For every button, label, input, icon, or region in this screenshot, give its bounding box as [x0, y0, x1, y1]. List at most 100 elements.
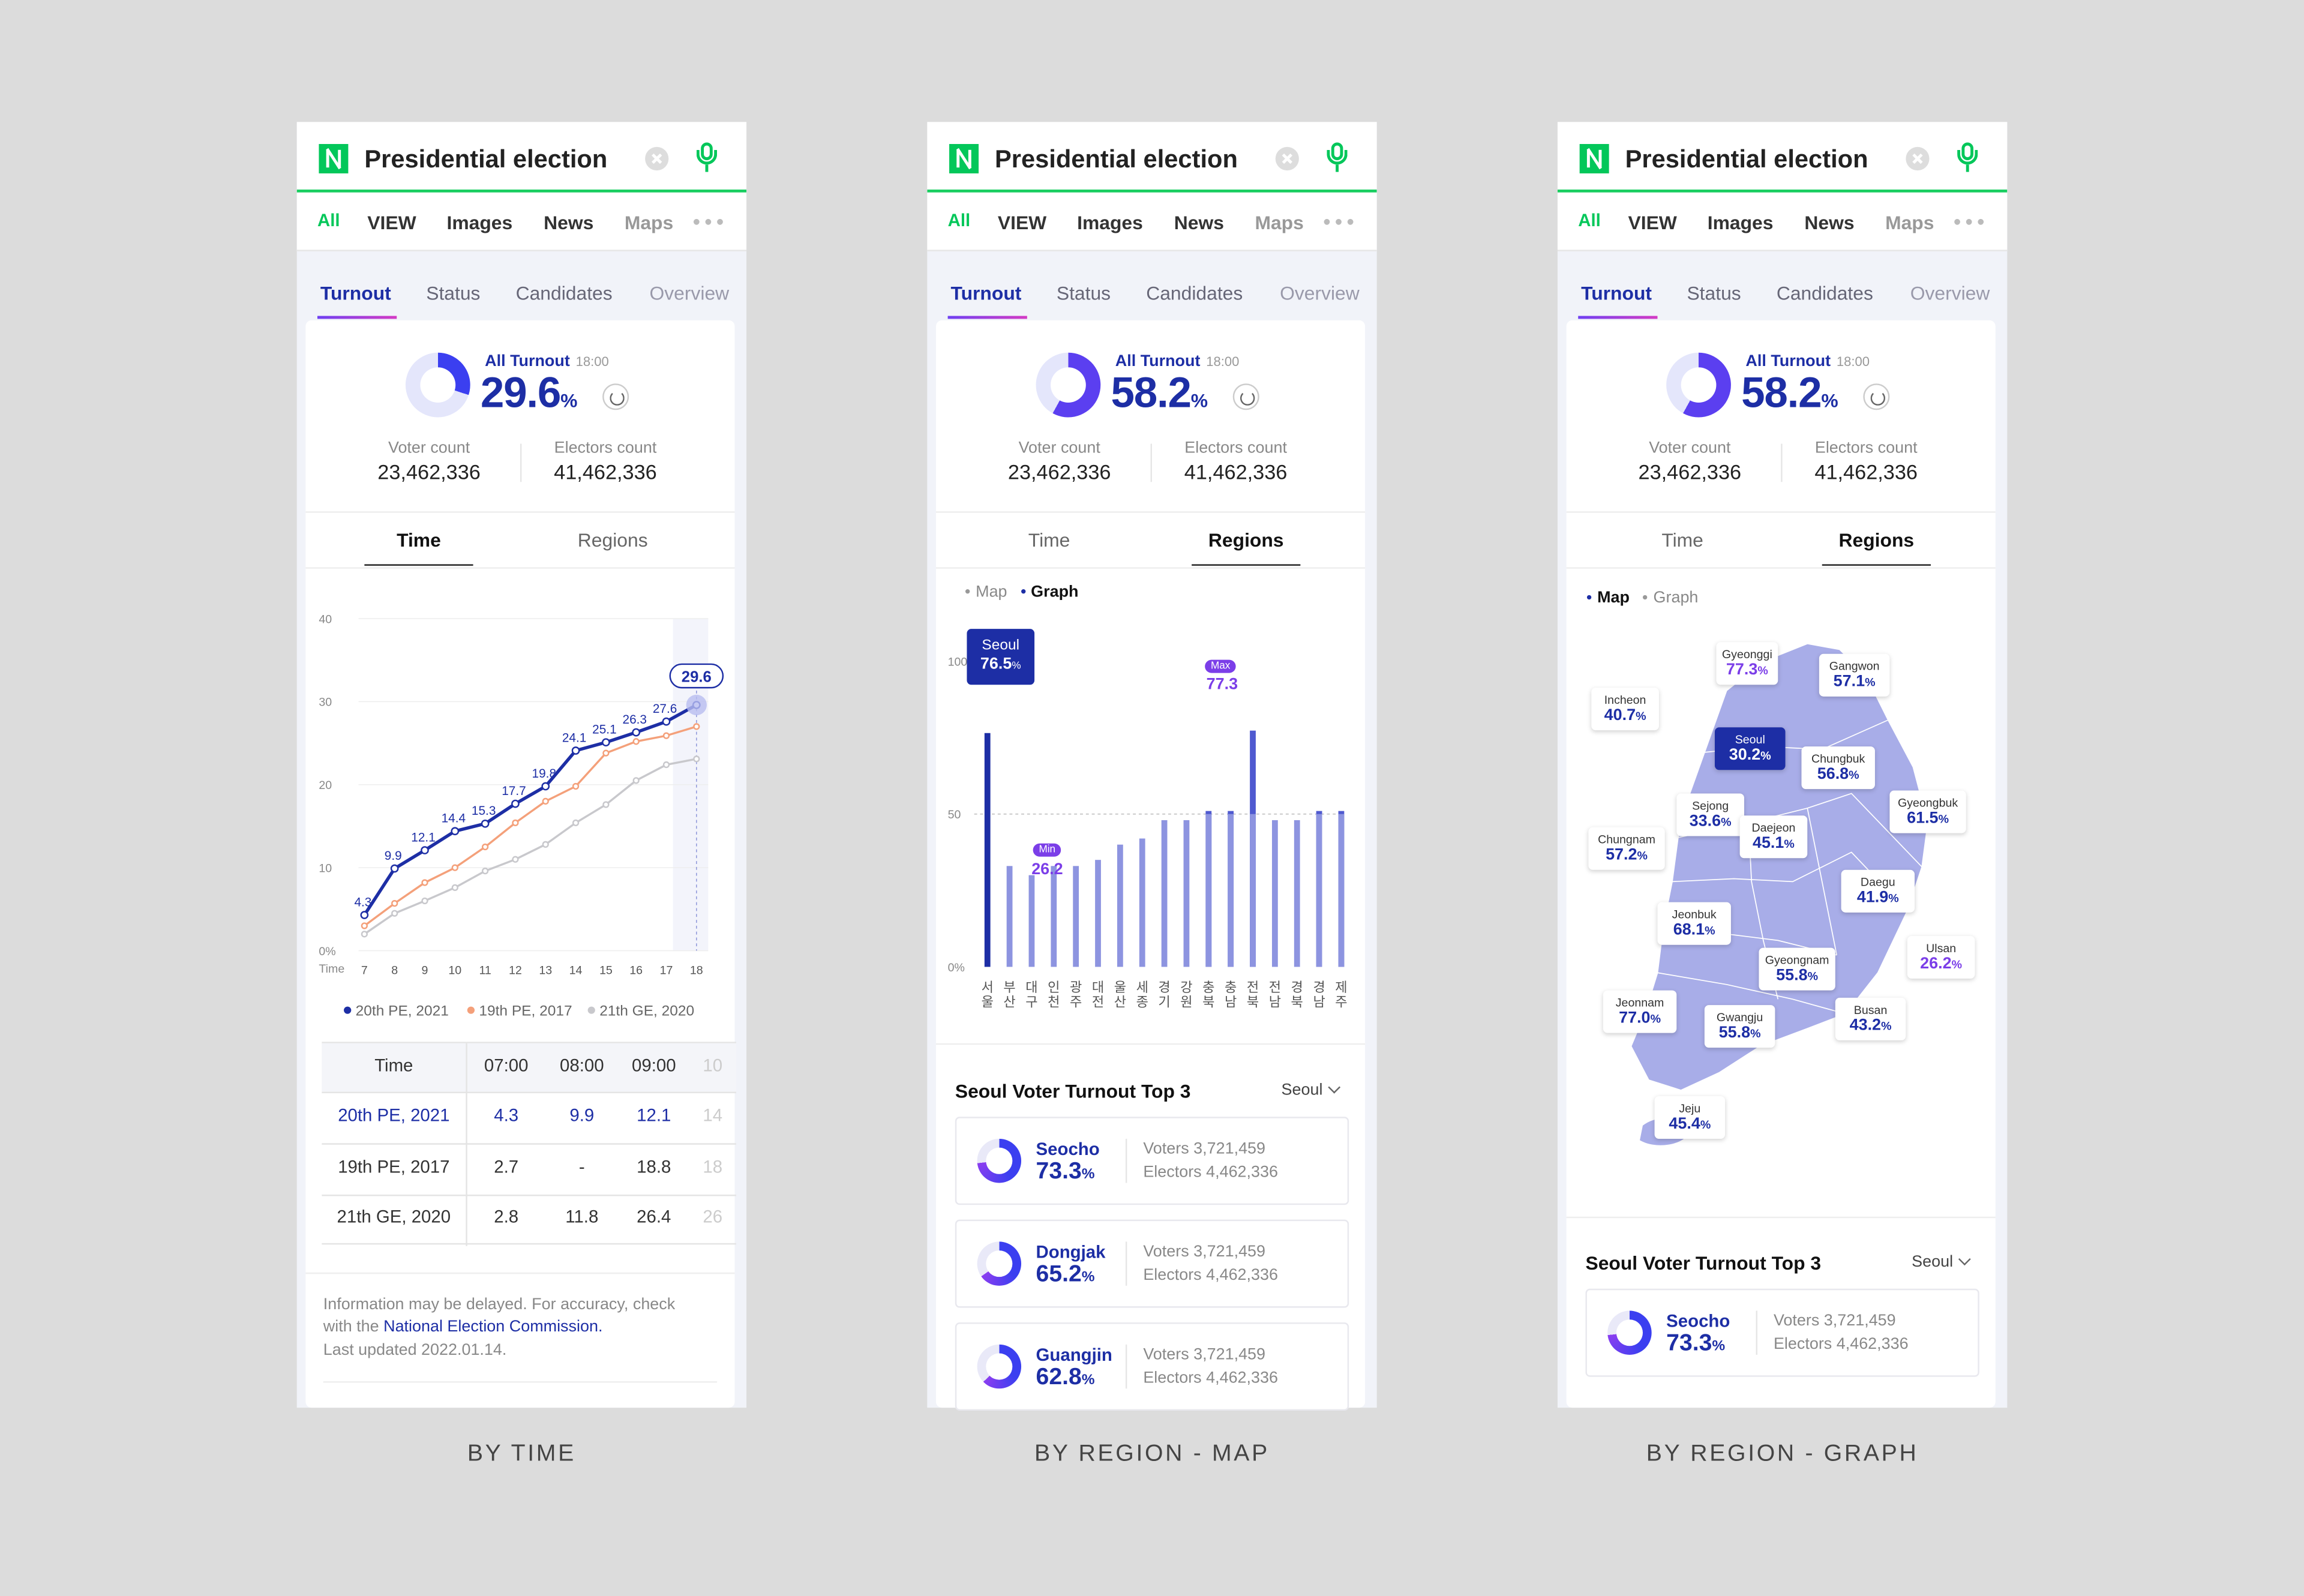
tab-candidates[interactable]: Candidates: [515, 282, 613, 304]
map-region-label[interactable]: Busan 43.2%: [1835, 997, 1906, 1040]
view-tab-time[interactable]: Time: [1028, 529, 1070, 551]
map-region-label[interactable]: Incheon 40.7%: [1591, 688, 1659, 731]
bar[interactable]: [1294, 820, 1300, 967]
microphone-icon[interactable]: [1957, 142, 1978, 175]
map-region-label[interactable]: Jeju 45.4%: [1654, 1096, 1726, 1139]
map-region-label[interactable]: Ulsan 26.2%: [1907, 936, 1975, 979]
view-tab-time[interactable]: Time: [397, 529, 441, 551]
tab-turnout[interactable]: Turnout: [320, 282, 391, 304]
nav-maps[interactable]: Maps: [1885, 211, 1934, 234]
microphone-icon[interactable]: [1327, 142, 1348, 175]
nav-images[interactable]: Images: [446, 211, 513, 234]
bar[interactable]: [1183, 820, 1190, 967]
bar[interactable]: [1117, 844, 1123, 967]
map-region-label[interactable]: Gwangju 55.8%: [1704, 1005, 1775, 1048]
nav-all[interactable]: All: [1578, 210, 1601, 231]
tab-overview[interactable]: Overview: [1280, 282, 1360, 304]
more-icon[interactable]: [693, 218, 700, 225]
tab-candidates[interactable]: Candidates: [1776, 282, 1873, 304]
map-region-label[interactable]: Jeonnam 77.0%: [1603, 990, 1677, 1033]
search-bar[interactable]: Presidential election: [296, 122, 747, 193]
search-bar[interactable]: Presidential election: [1557, 122, 2008, 193]
region-select[interactable]: Seoul: [1912, 1253, 1969, 1271]
map-region-label[interactable]: Chungnam 57.2%: [1588, 827, 1665, 870]
region-card[interactable]: Seocho 73.3% Voters 3,721,459 Electors 4,46…: [955, 1117, 1349, 1205]
toggle-graph[interactable]: Graph: [1643, 589, 1698, 607]
view-tab-regions[interactable]: Regions: [1838, 529, 1915, 551]
refresh-icon[interactable]: [1863, 383, 1890, 410]
nav-view[interactable]: VIEW: [997, 211, 1047, 234]
naver-logo-icon[interactable]: [949, 144, 979, 173]
nav-images[interactable]: Images: [1707, 211, 1774, 234]
bar[interactable]: [1028, 875, 1035, 967]
view-tab-regions[interactable]: Regions: [577, 529, 648, 551]
tab-status[interactable]: Status: [426, 282, 481, 304]
bar[interactable]: [1161, 820, 1168, 967]
nav-view[interactable]: VIEW: [1628, 211, 1677, 234]
toggle-map[interactable]: Map: [1586, 589, 1630, 607]
bar[interactable]: [1095, 860, 1101, 967]
search-query[interactable]: Presidential election: [364, 145, 608, 173]
map-region-label[interactable]: Chungbuk 56.8%: [1801, 746, 1875, 790]
bar[interactable]: [1051, 866, 1057, 967]
naver-logo-icon[interactable]: [319, 144, 349, 173]
region-card[interactable]: Seocho 73.3% Voters 3,721,459 Electors 4,46…: [1585, 1288, 1979, 1377]
bar[interactable]: [1073, 866, 1079, 967]
view-tab-time[interactable]: Time: [1661, 529, 1703, 551]
map-region-label[interactable]: Daejeon 45.1%: [1739, 815, 1808, 859]
map-region-label[interactable]: Gyeongnam 55.8%: [1759, 947, 1835, 991]
nav-images[interactable]: Images: [1077, 211, 1143, 234]
more-icon[interactable]: [1324, 218, 1330, 225]
map-region-label[interactable]: Gyeonggi 77.3%: [1716, 642, 1778, 685]
more-icon[interactable]: [1954, 218, 1960, 225]
nav-news[interactable]: News: [1804, 211, 1855, 234]
refresh-icon[interactable]: [602, 383, 629, 410]
tab-turnout[interactable]: Turnout: [950, 282, 1022, 304]
nav-view[interactable]: VIEW: [367, 211, 416, 234]
nav-news[interactable]: News: [1174, 211, 1224, 234]
tab-candidates[interactable]: Candidates: [1146, 282, 1243, 304]
divider: [322, 1143, 736, 1145]
tab-status[interactable]: Status: [1687, 282, 1741, 304]
search-query[interactable]: Presidential election: [994, 145, 1238, 173]
tab-status[interactable]: Status: [1056, 282, 1111, 304]
region-select[interactable]: Seoul: [1282, 1081, 1339, 1099]
nav-all[interactable]: All: [317, 210, 340, 231]
region-electors: Electors 4,462,336: [1773, 1336, 1909, 1354]
toggle-graph[interactable]: Graph: [1021, 583, 1079, 601]
map-region-label[interactable]: Sejong 33.6%: [1676, 793, 1744, 836]
search-query[interactable]: Presidential election: [1625, 145, 1868, 173]
nav-all[interactable]: All: [947, 210, 971, 231]
search-bar[interactable]: Presidential election: [927, 122, 1377, 193]
voter-count-label: Voter count: [1649, 439, 1731, 457]
tab-overview[interactable]: Overview: [1910, 282, 1990, 304]
tab-overview[interactable]: Overview: [649, 282, 730, 304]
view-tab-regions[interactable]: Regions: [1208, 529, 1284, 551]
bar[interactable]: [984, 733, 991, 967]
microphone-icon[interactable]: [696, 142, 718, 175]
clear-icon[interactable]: [1275, 146, 1299, 171]
bar[interactable]: [1271, 820, 1278, 967]
nec-link[interactable]: National Election Commission.: [383, 1318, 603, 1336]
clear-icon[interactable]: [645, 146, 669, 171]
bar[interactable]: [1139, 838, 1145, 967]
bar[interactable]: [1006, 866, 1013, 967]
x-tick-label: 7: [361, 964, 368, 977]
refresh-icon[interactable]: [1232, 383, 1259, 410]
clear-icon[interactable]: [1906, 146, 1930, 171]
map-region-label[interactable]: Gyeongbuk 61.5%: [1889, 790, 1966, 833]
naver-logo-icon[interactable]: [1579, 144, 1609, 173]
map-region-label[interactable]: Jeonbuk 68.1%: [1657, 902, 1731, 945]
region-card[interactable]: Guangjin 62.8% Voters 3,721,459 Electors 4,…: [955, 1322, 1349, 1411]
map-region-label[interactable]: Daegu 41.9%: [1841, 869, 1915, 913]
data-label: 14.4: [442, 812, 466, 826]
nav-maps[interactable]: Maps: [624, 211, 674, 234]
nav-maps[interactable]: Maps: [1255, 211, 1304, 234]
map-region-label[interactable]: Gangwon 57.1%: [1819, 653, 1890, 697]
toggle-map[interactable]: Map: [965, 583, 1007, 601]
map-region-label[interactable]: Seoul 30.2%: [1714, 727, 1786, 770]
tab-turnout[interactable]: Turnout: [1581, 282, 1652, 304]
nav-news[interactable]: News: [544, 211, 594, 234]
region-card[interactable]: Dongjak 65.2% Voters 3,721,459 Electors 4,4…: [955, 1219, 1349, 1308]
